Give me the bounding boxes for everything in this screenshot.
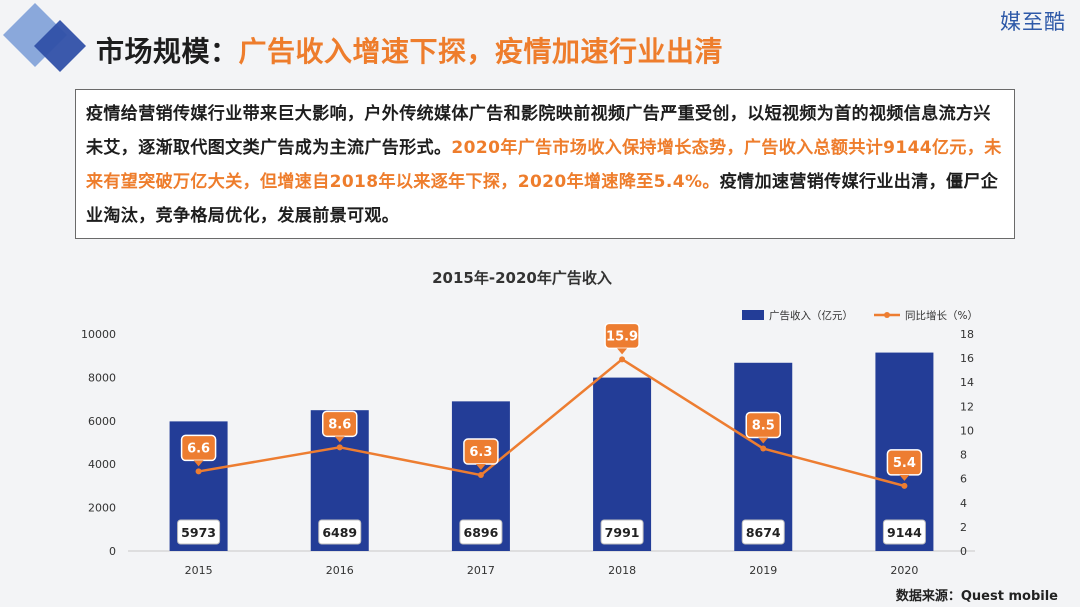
bar-value-label-box (741, 519, 785, 545)
growth-line-series: 6.6 8.6 6.3 15.9 8.5 5.4 (180, 322, 923, 489)
growth-point (619, 356, 626, 363)
x-tick-label: 2020 (890, 564, 918, 577)
y-left-tick-label: 0 (109, 545, 116, 558)
legend-bar-swatch (742, 310, 764, 320)
y-right-tick-label: 14 (960, 376, 974, 389)
y-right-tick-label: 12 (960, 400, 974, 413)
bar-series: 5973 6489 6896 7991 8674 9144 (169, 352, 934, 551)
growth-point (336, 444, 343, 451)
y-right-tick-label: 10 (960, 424, 974, 437)
summary-part-3: 疫情加速营销传媒行业出清，僵尸企业淘汰，竞争格局优化，发展前景可观。 (86, 172, 999, 226)
x-tick-label: 2018 (608, 564, 636, 577)
y-right-tick-label: 6 (960, 473, 967, 486)
x-tick-label: 2015 (185, 564, 213, 577)
y-right-tick-label: 8 (960, 449, 967, 462)
growth-point (477, 472, 484, 479)
growth-value-label: 6.3 (469, 445, 492, 460)
x-axis: 2015 2016 2017 2018 2019 2020 (185, 564, 919, 577)
legend-line-marker (884, 312, 890, 318)
legend-line-label: 同比增长（%） (905, 309, 978, 322)
y-right-tick-label: 18 (960, 328, 974, 341)
data-source: 数据来源：Quest mobile (895, 589, 1058, 604)
bar-value-label: 9144 (887, 525, 922, 540)
x-tick-label: 2019 (749, 564, 777, 577)
growth-point (195, 468, 202, 475)
y-left-tick-label: 6000 (88, 415, 116, 428)
y-axis-right: 0 2 4 6 8 10 12 14 16 18 (960, 328, 974, 558)
bar-value-label: 6896 (464, 525, 499, 540)
brand-logo-text: 媒至酷 (1000, 10, 1066, 34)
chart-legend: 广告收入（亿元） 同比增长（%） (742, 309, 978, 322)
bar-value-label-box (318, 519, 362, 545)
y-left-tick-label: 10000 (81, 328, 116, 341)
legend-bar-label: 广告收入（亿元） (769, 309, 853, 322)
summary-part-1: 疫情给营销传媒行业带来巨大影响，户外传统媒体广告和影院映前视频广告严重受创，以短… (86, 104, 991, 158)
y-right-tick-label: 4 (960, 497, 967, 510)
growth-value-label: 15.9 (606, 329, 638, 344)
growth-value-label: 5.4 (893, 456, 916, 471)
bar-value-label: 8674 (746, 525, 781, 540)
growth-label-pointer (899, 474, 910, 481)
growth-value-label: 8.5 (752, 419, 775, 434)
bar-value-label: 6489 (322, 525, 357, 540)
growth-label-pointer (193, 460, 204, 467)
y-axis-left: 0 2000 4000 6000 8000 10000 (81, 328, 116, 558)
y-right-tick-label: 2 (960, 521, 967, 534)
bar-value-label-box (600, 519, 644, 545)
bar-value-label-box (459, 519, 503, 545)
bar-value-label-box (177, 519, 221, 545)
summary-text-box: 疫情给营销传媒行业带来巨大影响，户外传统媒体广告和影院映前视频广告严重受创，以短… (75, 89, 1015, 239)
y-right-tick-label: 16 (960, 352, 974, 365)
growth-label-pointer (475, 464, 486, 471)
growth-line (198, 358, 905, 488)
page-title: 市场规模：广告收入增速下探，疫情加速行业出清 (96, 30, 723, 70)
growth-label-pointer (334, 436, 345, 443)
growth-label-pointer (617, 348, 628, 355)
growth-label-pointer (758, 437, 769, 444)
summary-highlight: 2020年广告市场收入保持增长态势，广告收入总额共计9144亿元，未来有望突破万… (86, 138, 1002, 192)
growth-point (901, 482, 908, 489)
page-title-prefix: 市场规模： (96, 35, 239, 68)
bar-value-label: 5973 (181, 525, 216, 540)
growth-value-label: 6.6 (187, 441, 210, 456)
x-tick-label: 2017 (467, 564, 495, 577)
decorative-diamond-logo (3, 3, 86, 72)
y-left-tick-label: 8000 (88, 371, 116, 384)
growth-value-label: 8.6 (328, 417, 351, 432)
page-title-accent: 广告收入增速下探，疫情加速行业出清 (238, 35, 724, 68)
bar-value-label: 7991 (605, 525, 640, 540)
chart-title: 2015年-2020年广告收入 (432, 269, 612, 287)
x-tick-label: 2016 (326, 564, 354, 577)
y-left-tick-label: 4000 (88, 458, 116, 471)
y-right-tick-label: 0 (960, 545, 967, 558)
bar-value-label-box (882, 519, 926, 545)
growth-point (760, 445, 767, 452)
y-left-tick-label: 2000 (88, 502, 116, 515)
